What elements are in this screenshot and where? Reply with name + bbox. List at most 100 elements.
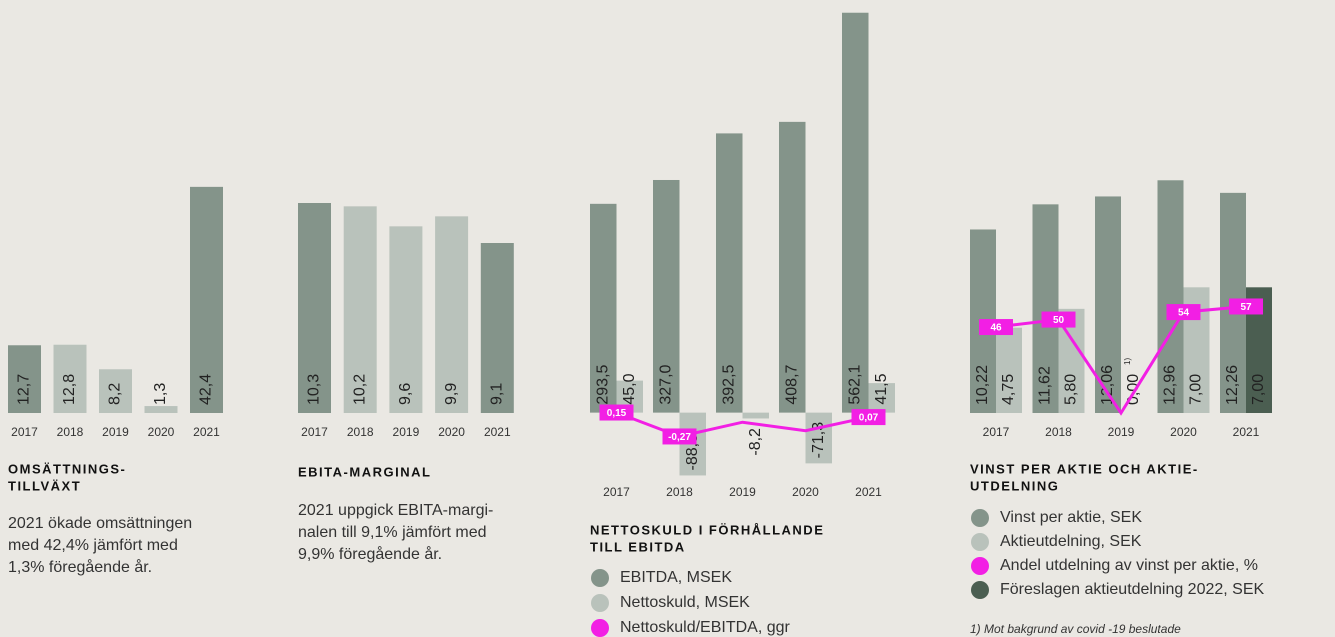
chart-title: NETTOSKULD I FÖRHÅLLANDE <box>590 522 824 537</box>
value-label: 327,0 <box>657 364 674 404</box>
bar <box>53 344 87 413</box>
value-label: 7,00 <box>1250 374 1267 405</box>
chart-title: TILLVÄXT <box>8 478 81 493</box>
bar <box>99 369 132 413</box>
legend-label: Andel utdelning av vinst per aktie, % <box>1000 557 1258 574</box>
year-label: 2020 <box>438 425 465 439</box>
point-label: 57 <box>1240 302 1252 313</box>
point-label: 54 <box>1178 308 1190 319</box>
year-label: 2017 <box>11 425 38 439</box>
chart-title: UTDELNING <box>970 478 1059 493</box>
bar <box>435 216 469 413</box>
value-label: 45,0 <box>621 373 638 404</box>
bar <box>742 412 769 419</box>
point-label: -0,27 <box>668 432 691 443</box>
legend-swatch <box>591 594 609 612</box>
value-label: -71,3 <box>810 422 827 459</box>
bar <box>716 133 743 413</box>
description: 1,3% föregående år. <box>8 558 152 576</box>
bar <box>190 186 223 413</box>
point-label: 0,15 <box>607 408 627 419</box>
value-label: 392,5 <box>720 364 737 404</box>
bar <box>779 121 806 413</box>
bar <box>842 12 869 413</box>
value-label: 562,1 <box>846 364 863 404</box>
value-label: 42,4 <box>198 374 215 405</box>
year-label: 2021 <box>193 425 220 439</box>
year-label: 2019 <box>393 425 420 439</box>
year-label: 2018 <box>1045 425 1072 439</box>
value-label: 41,5 <box>873 373 890 404</box>
chart-title: VINST PER AKTIE OCH AKTIE- <box>970 461 1199 476</box>
year-label: 2019 <box>102 425 129 439</box>
value-label: 9,6 <box>397 383 414 405</box>
point-label: 0,07 <box>859 413 879 424</box>
value-label: 12,96 <box>1162 365 1179 405</box>
point-label-box <box>851 409 886 426</box>
bar <box>480 243 514 413</box>
footnote: 1) Mot bakgrund av covid -19 beslutade <box>970 622 1181 636</box>
year-label: 2020 <box>792 485 819 499</box>
legend-swatch <box>971 581 989 599</box>
bar <box>996 327 1022 413</box>
description: 2021 uppgick EBITA-margi- <box>298 502 493 519</box>
legend-swatch <box>971 509 989 527</box>
year-label: 2018 <box>666 485 693 499</box>
year-label: 2019 <box>729 485 756 499</box>
description: 9,9% föregående år. <box>298 545 442 563</box>
bar <box>1095 196 1121 413</box>
value-label: -8,2 <box>747 428 764 456</box>
point-label-box <box>599 404 634 421</box>
value-label: 4,75 <box>1000 374 1017 405</box>
value-label: 10,22 <box>974 365 991 405</box>
year-label: 2017 <box>603 485 630 499</box>
bar <box>1157 180 1184 413</box>
bar <box>8 345 41 413</box>
chart-title: EBITA-MARGINAL <box>298 464 431 479</box>
year-label: 2018 <box>57 425 84 439</box>
value-label: 12,7 <box>16 374 33 405</box>
legend-swatch <box>591 569 609 587</box>
value-label: 7,00 <box>1188 374 1205 405</box>
year-label: 2017 <box>301 425 328 439</box>
point-label-box <box>1041 311 1076 328</box>
value-label: 293,5 <box>594 364 611 404</box>
value-label: 12,06 <box>1099 365 1116 405</box>
value-label: 1,3 <box>152 383 169 405</box>
value-label: 12,26 <box>1224 365 1241 405</box>
value-label: 10,2 <box>351 374 368 405</box>
legend-swatch <box>591 619 609 637</box>
chart-title: TILL EBITDA <box>590 539 686 554</box>
legend-label: Föreslagen aktieutdelning 2022, SEK <box>1000 581 1265 598</box>
year-label: 2020 <box>1170 425 1197 439</box>
value-label: 5,80 <box>1063 374 1080 405</box>
year-label: 2018 <box>347 425 374 439</box>
chart-title: OMSÄTTNINGS- <box>8 461 126 476</box>
bar <box>343 206 377 413</box>
value-label: 10,3 <box>306 374 323 405</box>
point-label-box <box>979 319 1013 336</box>
year-label: 2021 <box>855 485 882 499</box>
bar <box>868 383 895 413</box>
value-label: 408,7 <box>783 364 800 404</box>
legend-label: EBITDA, MSEK <box>620 569 732 586</box>
year-label: 2021 <box>1233 425 1260 439</box>
value-label: 12,8 <box>61 374 78 405</box>
bar <box>389 226 423 413</box>
legend-label: Aktieutdelning, SEK <box>1000 533 1142 550</box>
bar <box>590 203 617 413</box>
point-label: 50 <box>1053 315 1065 326</box>
description: med 42,4% jämfört med <box>8 537 178 554</box>
year-label: 2020 <box>148 425 175 439</box>
bar <box>298 203 331 413</box>
legend-label: Nettoskuld, MSEK <box>620 594 750 611</box>
legend-swatch <box>971 557 989 575</box>
value-label: 9,1 <box>489 383 506 405</box>
value-label: 9,9 <box>443 383 460 405</box>
line <box>615 411 869 439</box>
footnote-mark: 1) <box>1123 358 1132 365</box>
year-label: 2019 <box>1108 425 1135 439</box>
point-label-box <box>1229 298 1263 315</box>
point-label-box <box>1166 304 1201 321</box>
